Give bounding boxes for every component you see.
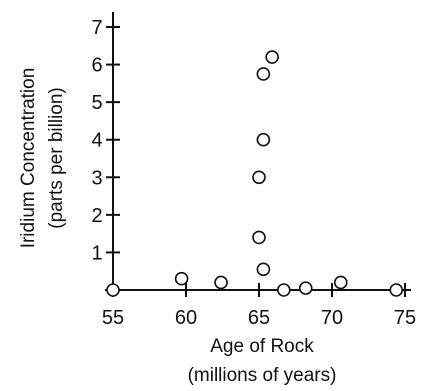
data-point bbox=[298, 281, 313, 295]
data-point bbox=[389, 283, 404, 297]
data-point bbox=[214, 275, 228, 290]
data-point bbox=[252, 230, 266, 245]
x-tick-label: 70 bbox=[321, 307, 343, 329]
y-tick-label: 5 bbox=[91, 92, 102, 114]
data-point bbox=[256, 132, 271, 147]
y-tick-label: 3 bbox=[91, 167, 102, 189]
x-tick-label: 65 bbox=[248, 307, 270, 329]
y-axis-label-line-1: Iridium Concentration bbox=[18, 68, 39, 249]
data-point bbox=[333, 275, 348, 290]
data-point bbox=[252, 170, 266, 185]
y-tick-label: 7 bbox=[91, 17, 102, 39]
x-tick-label: 60 bbox=[175, 307, 197, 329]
data-point bbox=[256, 67, 271, 81]
data-point bbox=[265, 50, 279, 64]
x-axis-label-line-2: (millions of years) bbox=[188, 365, 337, 386]
data-point bbox=[106, 283, 120, 297]
data-point bbox=[256, 262, 271, 277]
axes bbox=[105, 12, 411, 291]
y-axis-label-line-2: (parts per billion) bbox=[46, 87, 67, 229]
data-points bbox=[106, 50, 404, 297]
x-axis-label-line-1: Age of Rock bbox=[210, 336, 314, 357]
data-point bbox=[277, 283, 291, 297]
data-point bbox=[174, 271, 189, 286]
y-tick-label: 1 bbox=[91, 242, 102, 264]
y-tick-label: 6 bbox=[91, 55, 102, 77]
y-tick-label: 4 bbox=[91, 130, 102, 152]
x-tick-label: 75 bbox=[394, 307, 416, 329]
x-tick-label: 55 bbox=[102, 307, 124, 329]
y-ticks: 1 2 3 4 5 6 7 bbox=[91, 17, 120, 264]
x-ticks: 55 60 65 70 75 bbox=[102, 283, 416, 329]
y-tick-label: 2 bbox=[91, 205, 102, 227]
